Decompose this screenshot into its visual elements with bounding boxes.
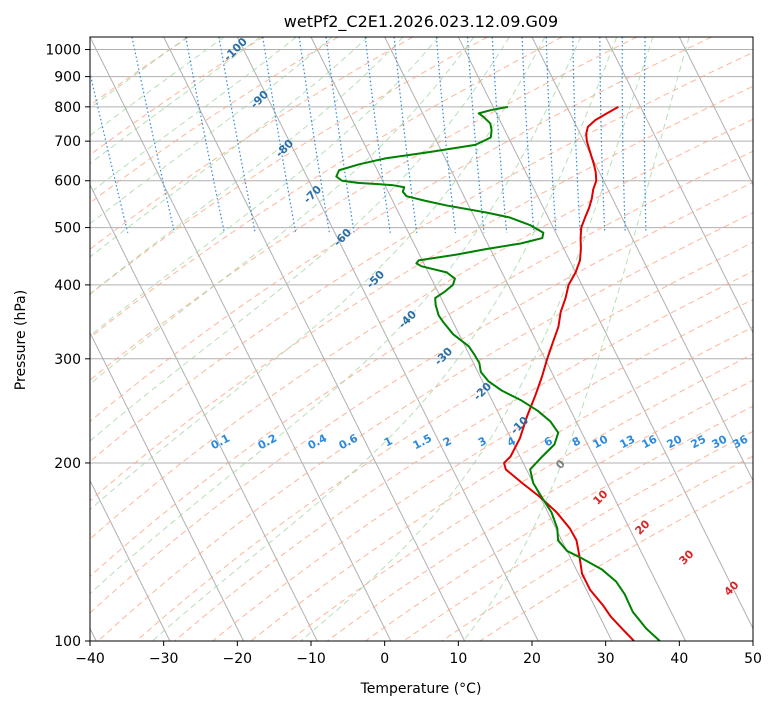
isotherm-40 xyxy=(678,37,753,186)
dry-adiabat xyxy=(90,181,753,614)
dewpoint-profile-line xyxy=(335,105,661,641)
x-tick-label: 50 xyxy=(744,651,762,667)
y-tick-label: 100 xyxy=(54,634,81,650)
x-tick-label: 30 xyxy=(597,651,615,667)
moist-adiabat xyxy=(462,37,690,641)
moist-adiabat xyxy=(300,37,654,641)
mixing-ratio-line xyxy=(218,37,256,233)
isotherm-30 xyxy=(605,37,753,334)
x-tick-label: 20 xyxy=(523,651,541,667)
dry-adiabat xyxy=(90,85,753,502)
isotherm-0 xyxy=(384,37,687,641)
dry-adiabat xyxy=(90,37,638,381)
grid-layer xyxy=(90,37,753,641)
mixing-ratio-label: 20 xyxy=(665,432,685,451)
temperature-profile-line xyxy=(503,105,635,641)
mixing-ratio-line xyxy=(298,37,330,233)
mixing-ratio-label: 10 xyxy=(591,432,611,451)
x-tick-label: −10 xyxy=(296,651,326,667)
x-tick-label: 40 xyxy=(670,651,688,667)
moist-adiabat xyxy=(90,37,582,595)
x-tick-label: 10 xyxy=(449,651,467,667)
y-tick-label: 800 xyxy=(54,100,81,116)
dry-adiabat xyxy=(90,37,339,204)
dry-adiabat xyxy=(90,37,414,250)
isotherm--60 xyxy=(90,331,245,641)
moist-adiabat xyxy=(90,37,225,137)
dry-adiabat xyxy=(90,37,190,106)
y-tick-label: 300 xyxy=(54,352,81,368)
dry-adiabat xyxy=(90,118,753,540)
moist-adiabat xyxy=(90,37,475,385)
plot-frame xyxy=(89,36,754,642)
x-tick-label: −40 xyxy=(75,651,105,667)
y-axis-label: Pressure (hPa) xyxy=(13,290,29,390)
mixing-ratio-line xyxy=(262,37,297,233)
moist-adiabat xyxy=(90,37,188,109)
y-tick-label: 900 xyxy=(54,70,81,86)
x-tick-label: −30 xyxy=(149,651,179,667)
dry-adiabat xyxy=(90,150,753,578)
isotherm-20 xyxy=(531,37,753,482)
moist-adiabat xyxy=(90,37,261,165)
isotherm--30 xyxy=(163,37,466,641)
dry-adiabat xyxy=(212,298,753,641)
dry-adiabat xyxy=(97,212,753,641)
axis-layer: −40 −30 −20 −10 0 10 20 30 40 50 1000 900 800 700 600 5… xyxy=(45,43,762,667)
mixing-ratio-line xyxy=(185,37,225,233)
moist-adiabat xyxy=(90,37,546,511)
moist-adiabat xyxy=(152,37,618,641)
y-tick-label: 700 xyxy=(54,134,81,150)
dry-adiabat xyxy=(90,37,712,423)
mixing-ratio-line xyxy=(364,37,391,233)
mixing-ratio-line xyxy=(325,37,355,233)
mixing-ratio-label: 30 xyxy=(710,432,730,451)
isotherm-10 xyxy=(457,37,753,630)
isotherm--50 xyxy=(90,183,318,641)
x-tick-label: −20 xyxy=(223,651,253,667)
moist-adiabat xyxy=(90,37,439,337)
mixing-ratio-line xyxy=(393,37,418,233)
dry-adiabat xyxy=(90,37,488,295)
y-tick-label: 500 xyxy=(54,221,81,237)
mixing-ratio-label: 36 xyxy=(731,432,751,451)
y-tick-label: 400 xyxy=(54,278,81,294)
mixing-ratio-line xyxy=(131,37,176,233)
dry-adiabat xyxy=(90,51,753,463)
y-tick-label: 600 xyxy=(54,174,81,190)
x-axis-label: Temperature (°C) xyxy=(360,681,482,697)
moist-adiabat xyxy=(90,37,333,225)
chart-title: wetPf2_C2E1.2026.023.12.09.G09 xyxy=(284,12,558,32)
mixing-ratio-label: 25 xyxy=(689,433,709,452)
moist-adiabat xyxy=(90,37,510,442)
isotherm--70 xyxy=(90,479,171,641)
data-layer xyxy=(335,105,661,641)
dry-adiabat xyxy=(250,326,753,641)
mixing-ratio-label: 13 xyxy=(618,433,638,452)
y-tick-label: 1000 xyxy=(45,43,81,59)
isotherm--40 xyxy=(90,37,392,641)
mixing-ratio-label: 16 xyxy=(640,432,660,451)
y-tick-label: 200 xyxy=(54,456,81,472)
dry-adiabat xyxy=(90,37,563,339)
moist-adiabat xyxy=(90,37,368,258)
x-tick-label: 0 xyxy=(380,651,389,667)
